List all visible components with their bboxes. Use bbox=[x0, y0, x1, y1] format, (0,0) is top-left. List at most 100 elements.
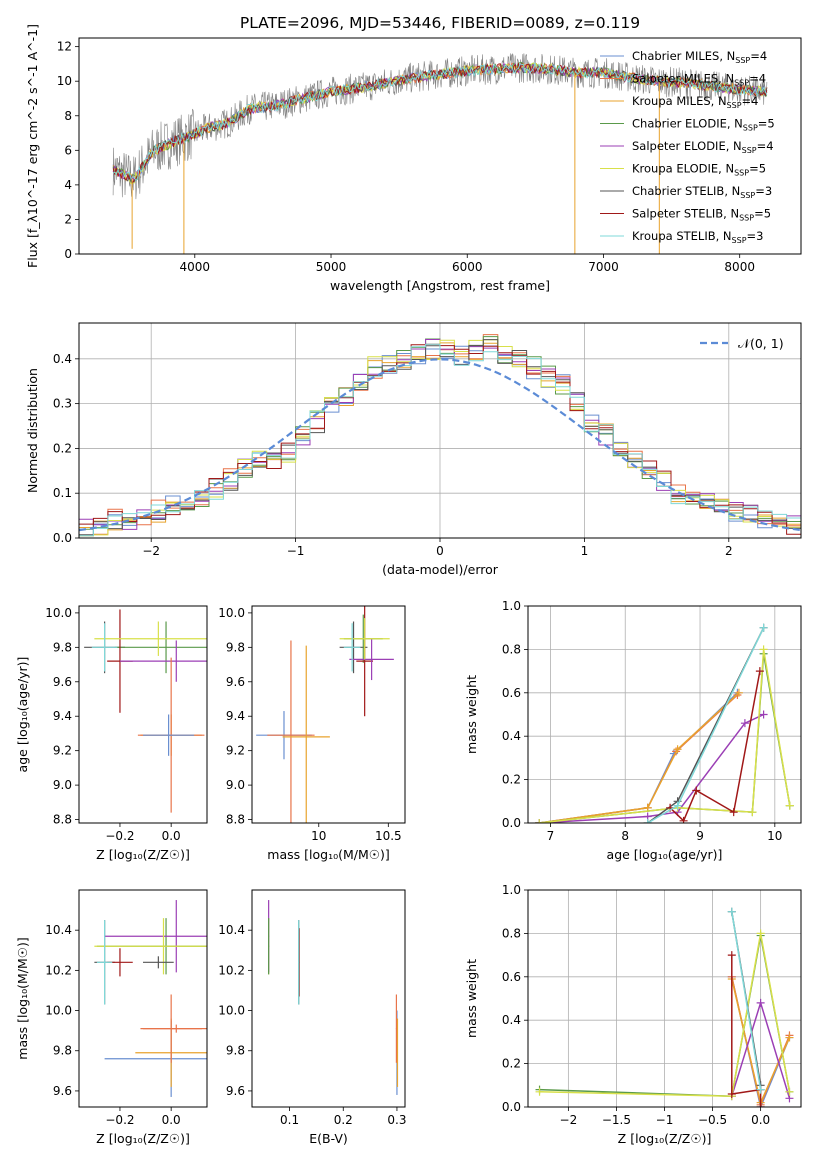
y-tick-label: 0.4 bbox=[502, 1013, 521, 1027]
x-tick-label: −2 bbox=[560, 1113, 578, 1127]
figure-title: PLATE=2096, MJD=53446, FIBERID=0089, z=0… bbox=[240, 14, 640, 32]
axes-frame bbox=[78, 37, 802, 255]
x-tick-label: 7000 bbox=[588, 260, 619, 274]
y-tick-label: 10.0 bbox=[45, 1004, 72, 1018]
series-marker bbox=[673, 745, 682, 754]
y-axis-label: mass [log₁₀(M/M☉)] bbox=[15, 937, 30, 1059]
y-tick-label: 8 bbox=[64, 109, 72, 123]
y-tick-label: 0.0 bbox=[502, 1100, 521, 1114]
y-tick-label: 9.8 bbox=[226, 1044, 245, 1058]
legend-label: Chabrier MILES, NSSP=4 bbox=[632, 49, 767, 65]
y-tick-label: 0.6 bbox=[502, 970, 521, 984]
x-tick-label: 10.5 bbox=[375, 829, 402, 843]
series-marker bbox=[785, 1033, 794, 1042]
y-tick-label: 9.2 bbox=[53, 744, 72, 758]
legend-suffix: =3 bbox=[747, 229, 764, 243]
series-line bbox=[539, 933, 791, 1097]
y-tick-label: 10.4 bbox=[45, 923, 72, 937]
legend-subscript: SSP bbox=[742, 146, 757, 155]
legend-subscript: SSP bbox=[732, 236, 747, 245]
plot-area bbox=[268, 900, 399, 1095]
y-tick-label: 4 bbox=[64, 178, 72, 192]
x-tick-label: 7 bbox=[547, 829, 555, 843]
legend-subscript: SSP bbox=[727, 101, 742, 110]
legend-suffix: =4 bbox=[742, 94, 759, 108]
x-tick-label: 0.0 bbox=[162, 1113, 181, 1127]
y-axis-label: Normed distribution bbox=[25, 368, 40, 493]
series-marker bbox=[729, 808, 738, 817]
y-tick-label: 0.4 bbox=[53, 352, 72, 366]
series-line bbox=[539, 692, 738, 823]
series-marker bbox=[734, 688, 743, 697]
axes-frame bbox=[78, 605, 208, 824]
plot-area bbox=[84, 609, 207, 813]
legend-label: Salpeter MILES, NSSP=4 bbox=[632, 72, 766, 88]
panel-weight_vs_Z: −2 −1.5 −1 −0.5 0.0 0.0 0.2 0.4 0.6 0.8 1.0 Z [log₁… bbox=[464, 883, 802, 1146]
y-tick-label: 9.8 bbox=[226, 640, 245, 654]
legend-suffix: =5 bbox=[754, 207, 771, 221]
legend-subscript: SSP bbox=[739, 214, 754, 223]
y-tick-label: 9.8 bbox=[53, 1044, 72, 1058]
series-marker bbox=[727, 1089, 736, 1098]
series-line bbox=[539, 653, 791, 823]
x-tick-label: −2 bbox=[142, 544, 160, 558]
x-axis-label: Z [log₁₀(Z/Z☉)] bbox=[96, 1131, 190, 1146]
axes-frame bbox=[78, 889, 208, 1108]
x-tick-label: 0.0 bbox=[751, 1113, 770, 1127]
y-axis-label: age [log₁₀(age/yr)] bbox=[15, 657, 30, 773]
series-marker bbox=[756, 1085, 765, 1094]
y-tick-label: 8.8 bbox=[53, 813, 72, 827]
series-marker bbox=[643, 819, 652, 823]
y-tick-label: 8.8 bbox=[226, 813, 245, 827]
normal-curve bbox=[79, 358, 801, 532]
x-tick-label: 8 bbox=[621, 829, 629, 843]
y-tick-label: 10.0 bbox=[45, 606, 72, 620]
x-axis-label: mass [log₁₀(M/M☉)] bbox=[267, 847, 389, 862]
x-tick-label: −1.5 bbox=[602, 1113, 631, 1127]
series-line bbox=[731, 911, 762, 1090]
series-line bbox=[669, 670, 761, 823]
y-tick-label: 6 bbox=[64, 143, 72, 157]
y-tick-label: 9.6 bbox=[53, 1084, 72, 1098]
y-tick-label: 0.0 bbox=[502, 816, 521, 830]
y-tick-label: 10 bbox=[57, 74, 72, 88]
y-tick-label: 9.6 bbox=[226, 1084, 245, 1098]
legend-subscript: SSP bbox=[734, 79, 749, 88]
y-tick-label: 10.2 bbox=[45, 963, 72, 977]
x-tick-label: 1 bbox=[581, 544, 589, 558]
legend-subscript: SSP bbox=[735, 56, 750, 65]
y-tick-label: 0.8 bbox=[502, 642, 521, 656]
x-tick-label: 6000 bbox=[452, 260, 483, 274]
x-axis-label: Z [log₁₀(Z/Z☉)] bbox=[618, 1131, 712, 1146]
panel-spectrum: 4000 5000 6000 7000 8000 0 2 4 6 8 10 12 wavelength … bbox=[25, 24, 802, 293]
series-line bbox=[539, 692, 740, 823]
series-line bbox=[539, 713, 764, 823]
legend-label: Salpeter STELIB, NSSP=5 bbox=[632, 207, 771, 223]
y-tick-label: 10.0 bbox=[218, 606, 245, 620]
y-tick-label: 0.2 bbox=[53, 441, 72, 455]
legend-label: Salpeter ELODIE, NSSP=4 bbox=[632, 139, 774, 155]
y-tick-label: 9.6 bbox=[53, 675, 72, 689]
y-tick-label: 0.0 bbox=[53, 531, 72, 545]
legend-suffix: =3 bbox=[755, 184, 772, 198]
panel-mass_vs_EBV: 0.1 0.2 0.3 9.6 9.8 10.0 10.2 10.4 E(B-V) bbox=[218, 889, 406, 1146]
y-tick-label: 9.6 bbox=[226, 675, 245, 689]
y-tick-label: 10.4 bbox=[218, 923, 245, 937]
x-tick-label: −0.5 bbox=[698, 1113, 727, 1127]
x-tick-label: 9 bbox=[696, 829, 704, 843]
y-tick-label: 10.0 bbox=[218, 1004, 245, 1018]
y-tick-label: 0.3 bbox=[53, 397, 72, 411]
x-axis-label: E(B-V) bbox=[309, 1131, 348, 1146]
x-axis-label: Z [log₁₀(Z/Z☉)] bbox=[96, 847, 190, 862]
x-axis-label: wavelength [Angstrom, rest frame] bbox=[330, 278, 550, 293]
x-tick-label: −1 bbox=[656, 1113, 674, 1127]
legend-suffix: =5 bbox=[749, 162, 766, 176]
x-tick-label: −1 bbox=[287, 544, 305, 558]
series-marker bbox=[785, 801, 794, 810]
plot-area bbox=[528, 606, 801, 823]
legend-label: Kroupa ELODIE, NSSP=5 bbox=[632, 162, 766, 178]
legend-suffix: =4 bbox=[749, 72, 766, 86]
series-marker bbox=[759, 645, 768, 654]
x-tick-label: 2 bbox=[725, 544, 733, 558]
y-tick-label: 2 bbox=[64, 212, 72, 226]
